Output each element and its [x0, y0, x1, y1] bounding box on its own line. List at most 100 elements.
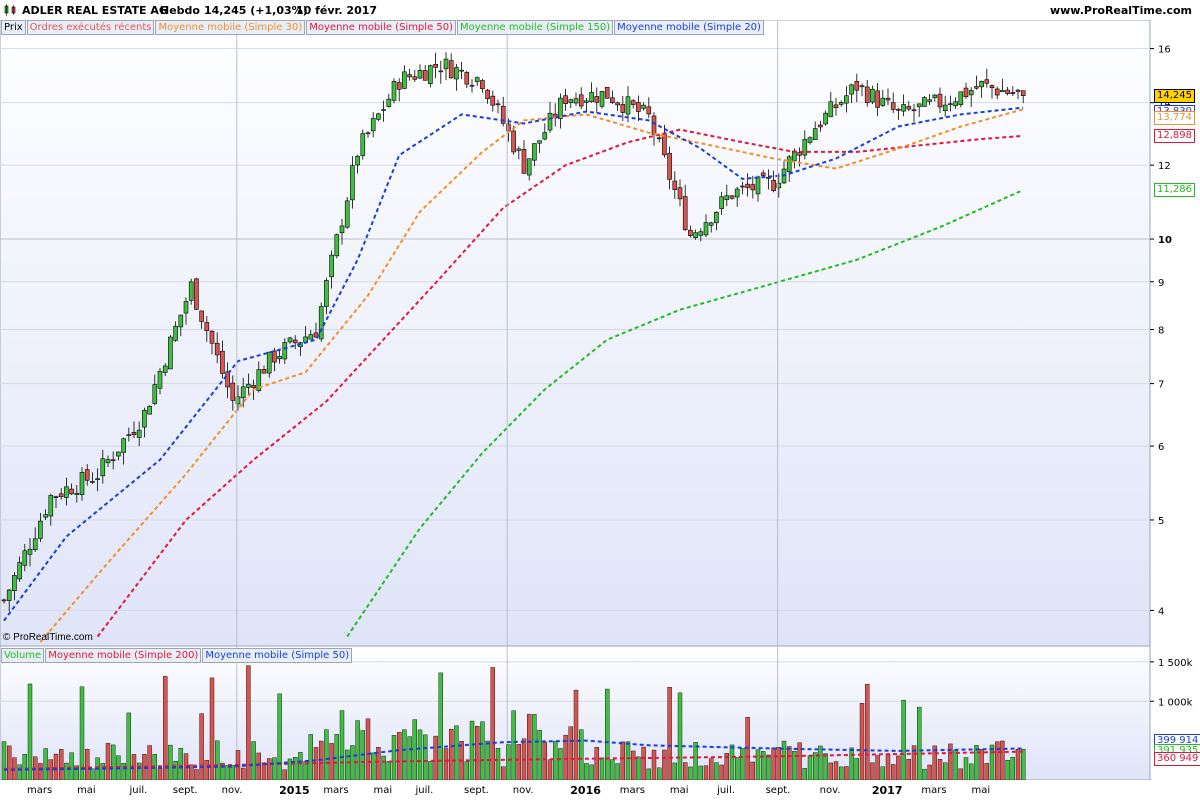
- candle-body: [292, 339, 298, 344]
- volume-bar: [735, 757, 740, 780]
- price-legend: Prix Ordres exécutés récents Moyenne mob…: [1, 20, 765, 35]
- candle-body: [433, 63, 438, 68]
- legend-item-recent-orders[interactable]: Ordres exécutés récents: [26, 20, 155, 35]
- legend-item-price[interactable]: Prix: [1, 20, 26, 35]
- volume-bar: [355, 720, 360, 780]
- candle-body: [464, 71, 470, 85]
- volume-bar: [350, 745, 355, 780]
- volume-bar: [563, 734, 568, 780]
- volume-bar: [428, 761, 433, 780]
- candle-body: [355, 156, 360, 166]
- candle-body: [625, 96, 631, 115]
- time-axis-label: 2015: [279, 784, 310, 797]
- volume-bar: [454, 725, 459, 780]
- candle-body: [350, 165, 355, 201]
- title-bar: ADLER REAL ESTATE AG Hebdo 14,245 (+1,03…: [0, 0, 1200, 20]
- candle-body: [230, 382, 236, 401]
- volume-bar: [22, 754, 27, 780]
- volume-bar: [147, 745, 152, 780]
- volume-bar: [787, 746, 792, 780]
- volume-bar: [839, 766, 844, 780]
- volume-bar: [584, 763, 589, 780]
- volume-bar: [240, 767, 246, 780]
- volume-bar: [433, 735, 438, 780]
- candle-body: [880, 97, 886, 106]
- price-tick-label: 8: [1158, 325, 1164, 336]
- candle-body: [235, 396, 241, 405]
- candle-body: [1000, 90, 1005, 93]
- volume-bar: [922, 768, 927, 780]
- time-axis: mars mai juil. sept. nov. 2015 mars mai juil. sep…: [0, 780, 1200, 800]
- volume-bar: [511, 710, 516, 780]
- candle-body: [677, 187, 683, 200]
- volume-bar: [698, 765, 703, 780]
- volume-legend: Volume Moyenne mobile (Simple 200) Moyen…: [1, 648, 353, 663]
- volume-bar: [927, 764, 932, 780]
- site-link[interactable]: www.ProRealTime.com: [1049, 4, 1192, 17]
- legend-item-volume-sma50[interactable]: Moyenne mobile (Simple 50): [202, 648, 353, 663]
- quote-date: 10 févr. 2017: [296, 4, 378, 17]
- volume-bar: [272, 757, 277, 780]
- time-axis-label: nov.: [221, 785, 243, 796]
- volume-bar: [293, 757, 298, 780]
- candle-body: [994, 88, 1000, 96]
- price-badge: 14,245: [1154, 88, 1195, 103]
- volume-bar: [1021, 748, 1026, 780]
- candle-body: [573, 98, 579, 104]
- time-axis-label: sept.: [172, 785, 198, 796]
- legend-item-sma30[interactable]: Moyenne mobile (Simple 30): [155, 20, 306, 35]
- candle-body: [43, 514, 48, 518]
- candle-body: [277, 356, 282, 360]
- volume-bar: [298, 752, 303, 780]
- volume-bar: [859, 702, 865, 780]
- candle-body: [724, 195, 730, 200]
- legend-item-volume[interactable]: Volume: [1, 648, 45, 663]
- candle-body: [755, 176, 761, 195]
- candle-body: [734, 188, 740, 198]
- volume-bar: [771, 747, 776, 780]
- candle-body: [173, 325, 178, 341]
- candle-body: [937, 93, 943, 108]
- price-tick-label: 4: [1158, 606, 1164, 617]
- volume-bar: [755, 749, 761, 780]
- volume-bar: [979, 749, 984, 780]
- candle-body: [100, 458, 106, 477]
- candle-body: [365, 132, 371, 135]
- volume-bar: [469, 720, 475, 780]
- price-chart[interactable]: 4 5 6 7 8 9 10 12 14 16: [0, 20, 1200, 646]
- candle-body: [53, 496, 59, 498]
- candle-body: [833, 104, 839, 109]
- volume-bar: [542, 741, 547, 780]
- legend-item-volume-sma200[interactable]: Moyenne mobile (Simple 200): [45, 648, 202, 663]
- volume-bar: [568, 726, 573, 780]
- volume-bar: [157, 768, 163, 780]
- candle-body: [875, 90, 880, 108]
- volume-bar: [1005, 760, 1010, 780]
- volume-bar: [641, 746, 646, 780]
- legend-item-sma20[interactable]: Moyenne mobile (Simple 20): [614, 20, 764, 35]
- candle-body: [183, 301, 189, 314]
- volume-bar: [558, 748, 563, 780]
- candle-body: [381, 109, 386, 111]
- candle-body: [989, 85, 995, 89]
- volume-bar: [631, 750, 636, 780]
- volume-bar: [345, 749, 350, 780]
- volume-bar: [662, 749, 667, 780]
- volume-bar: [136, 762, 142, 780]
- volume-bar: [844, 766, 849, 780]
- volume-bar: [573, 689, 579, 780]
- volume-bar: [667, 687, 672, 780]
- volume-bar: [53, 753, 59, 780]
- candle-body: [656, 137, 662, 140]
- candle-body: [578, 94, 584, 107]
- volume-bar: [672, 762, 677, 780]
- volume-bar: [823, 753, 828, 780]
- legend-item-sma150[interactable]: Moyenne mobile (Simple 150): [457, 20, 614, 35]
- volume-bar: [948, 743, 953, 780]
- legend-item-sma50[interactable]: Moyenne mobile (Simple 50): [306, 20, 457, 35]
- volume-bar: [246, 665, 251, 780]
- volume-chart[interactable]: 1 500k 1 000k: [0, 646, 1200, 780]
- candlestick-icon: [4, 4, 16, 16]
- candle-body: [750, 184, 756, 191]
- sma50-line: [96, 128, 1024, 638]
